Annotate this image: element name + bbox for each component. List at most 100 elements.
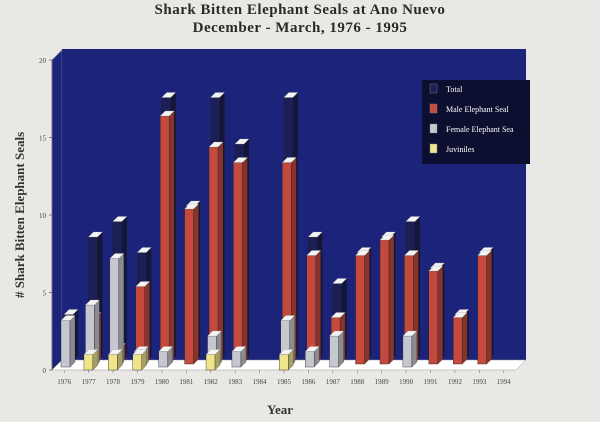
bar-juviniles-1982 [205, 349, 221, 371]
bar-top [404, 250, 419, 256]
x-tick-label: 1977 [82, 378, 97, 386]
x-tick-label: 1987 [326, 378, 341, 386]
bar-male-elephant-seal-1992 [452, 312, 468, 365]
bar-top [428, 265, 444, 272]
x-axis: 1976 1977 1978 1979 1980 1981 1982 1983 1984 1985… [57, 370, 511, 386]
bar-top [112, 216, 128, 222]
bar-top [136, 247, 152, 253]
x-tick-label: 1986 [301, 378, 316, 386]
bar-side [462, 312, 468, 365]
x-tick-label: 1979 [130, 378, 145, 386]
bar-juviniles-1977 [83, 349, 99, 371]
y-tick-label: 20 [39, 57, 47, 65]
bar-top [159, 110, 175, 117]
bar-top [355, 250, 370, 256]
bar-top [107, 349, 123, 355]
legend-swatch-3 [429, 143, 438, 154]
bar-top [281, 157, 297, 163]
bar-top [402, 330, 418, 337]
bar-juviniles-1978 [107, 349, 123, 371]
x-tick-label: 1994 [497, 378, 512, 386]
y-axis: 0 5 10 15 20 [39, 57, 53, 375]
x-tick-label: 1978 [106, 378, 121, 386]
legend-label-0: Total [446, 85, 463, 94]
y-tick-label: 0 [43, 367, 47, 375]
bar-top [452, 312, 468, 318]
bar-face [205, 354, 216, 371]
bar-face [108, 354, 118, 371]
x-tick-label: 1976 [57, 378, 72, 386]
bar-top [234, 138, 250, 145]
bar-top [85, 299, 100, 306]
chart-subtitle: December - March, 1976 - 1995 [192, 20, 408, 36]
bar-top [60, 315, 76, 321]
bar-top [280, 315, 296, 321]
bar-face [158, 351, 168, 368]
x-tick-label: 1985 [277, 378, 292, 386]
bar-face [428, 270, 439, 365]
bar-juviniles-1985 [278, 349, 294, 371]
bar-face [379, 239, 390, 365]
bar-face [453, 317, 463, 365]
bar-top [135, 281, 151, 287]
bar-top [329, 330, 344, 337]
bar-top [83, 349, 99, 355]
bar-top [158, 346, 174, 352]
y-tick-label: 10 [39, 212, 47, 220]
bar-male-elephant-seal-1991 [428, 265, 444, 365]
bar-juviniles-1979 [132, 349, 148, 371]
bar-top [205, 349, 221, 355]
y-tick-label: 5 [43, 290, 47, 298]
bar-top [63, 309, 79, 315]
y-tick-label: 15 [39, 135, 47, 143]
bar-top [88, 231, 103, 238]
bar-top [330, 312, 346, 318]
bar-top [306, 250, 322, 256]
bar-top [184, 203, 199, 210]
x-tick-label: 1984 [253, 378, 268, 386]
bar-side [411, 330, 418, 368]
bar-top [332, 278, 347, 284]
bar-top [278, 349, 294, 355]
x-tick-label: 1980 [155, 378, 170, 386]
bar-side [242, 157, 248, 365]
bar-side [193, 203, 199, 365]
bar-female-elephant-seal-1990 [402, 330, 418, 368]
bar-face [402, 335, 413, 368]
bar-face [184, 208, 194, 365]
bar-male-elephant-seal-1983 [233, 157, 248, 365]
x-tick-label: 1988 [350, 378, 365, 386]
bar-male-elephant-seal-1981 [184, 203, 199, 365]
legend-swatch-0 [429, 83, 438, 94]
bar-top [379, 234, 395, 241]
bar-side [69, 315, 76, 368]
bar-face [233, 162, 243, 365]
bar-face [305, 351, 315, 368]
x-tick-label: 1993 [472, 378, 487, 386]
bar-male-elephant-seal-1988 [355, 250, 370, 365]
bar-top [208, 141, 224, 148]
legend-label-2: Female Elephant Sea [446, 125, 514, 134]
bar-male-elephant-seal-1982 [208, 141, 224, 365]
bar-male-elephant-seal-1993 [477, 250, 493, 365]
bar-top [161, 92, 177, 98]
x-axis-label: Year [267, 402, 293, 417]
legend-box [422, 80, 530, 164]
bars-group [60, 92, 494, 371]
x-tick-label: 1982 [204, 378, 219, 386]
bar-side [338, 330, 344, 368]
chart-side-wall [51, 49, 63, 371]
bar-side [388, 234, 395, 365]
x-tick-label: 1991 [424, 378, 439, 386]
bar-side [437, 265, 443, 365]
bar-female-elephant-seal-1986 [304, 346, 320, 368]
bar-face [279, 354, 289, 371]
bar-top [304, 346, 320, 352]
bar-top [109, 253, 125, 259]
legend-label-1: Male Elephant Seal [446, 105, 509, 114]
bar-face [132, 354, 142, 371]
bar-side [217, 141, 224, 365]
bar-top [307, 231, 323, 238]
bar-face [477, 255, 487, 365]
